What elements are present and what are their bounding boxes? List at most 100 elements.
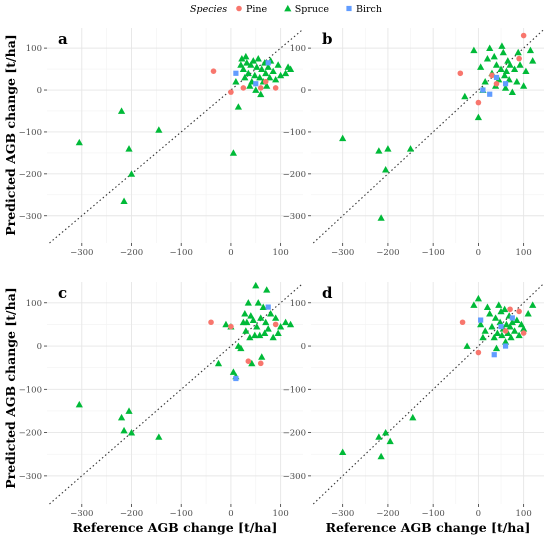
point-spruce <box>127 170 136 177</box>
x-tick-label: −200 <box>376 248 399 258</box>
point-spruce <box>491 314 500 321</box>
point-spruce <box>517 320 525 328</box>
point-birch <box>502 343 509 349</box>
point-pine <box>228 89 234 95</box>
point-spruce <box>237 61 245 68</box>
point-spruce <box>222 320 230 328</box>
x-tick-label: −300 <box>331 509 354 519</box>
x-tick-label: 0 <box>476 509 481 519</box>
point-pine <box>257 360 264 367</box>
point-birch <box>480 87 486 93</box>
point-spruce <box>237 344 245 352</box>
y-tick-label: −100 <box>283 128 306 138</box>
x-tick-label: 100 <box>273 509 289 519</box>
point-birch <box>265 304 271 310</box>
point-spruce <box>498 331 506 339</box>
point-spruce <box>120 197 128 204</box>
point-spruce <box>406 145 415 152</box>
point-spruce <box>493 329 501 336</box>
point-spruce <box>474 113 482 121</box>
point-pine <box>507 306 513 313</box>
point-spruce <box>242 52 250 60</box>
point-spruce <box>377 214 385 221</box>
x-tick-label: −100 <box>170 509 193 519</box>
point-spruce <box>461 92 469 100</box>
panel-c: −300 −200 −100 0 100 −300 −200 −100 0 100 c <box>19 281 304 519</box>
point-spruce <box>501 338 510 345</box>
point-spruce <box>375 147 383 154</box>
point-birch <box>265 60 271 66</box>
point-spruce <box>252 281 260 289</box>
point-spruce <box>470 301 478 308</box>
point-spruce <box>229 368 238 375</box>
point-spruce <box>262 69 270 77</box>
y-tick-label: 0 <box>301 86 306 96</box>
point-spruce <box>256 73 264 81</box>
point-spruce <box>384 145 392 152</box>
point-spruce <box>248 359 256 367</box>
x-tick-label: 100 <box>516 248 532 258</box>
point-spruce <box>477 63 485 70</box>
legend-label-pine: Pine <box>246 4 268 15</box>
panel-letter-c: c <box>58 284 67 302</box>
point-spruce <box>506 322 514 330</box>
point-birch <box>487 91 493 97</box>
legend-key-pine <box>236 5 242 12</box>
point-spruce <box>241 73 249 81</box>
panel-letter-d: d <box>322 284 333 302</box>
point-spruce <box>125 407 133 414</box>
point-spruce <box>246 82 254 89</box>
point-pine <box>210 68 217 74</box>
point-pine <box>459 319 466 326</box>
point-spruce <box>386 437 394 445</box>
point-spruce <box>244 69 252 77</box>
x-tick-label: −300 <box>70 248 93 258</box>
point-pine <box>516 55 522 62</box>
point-spruce <box>277 71 285 79</box>
x-tick-label: −100 <box>421 248 444 258</box>
point-spruce <box>269 67 277 75</box>
point-pine <box>489 72 495 79</box>
point-spruce <box>492 344 501 352</box>
point-spruce <box>253 322 261 330</box>
point-spruce <box>242 327 250 334</box>
legend-key-spruce <box>284 4 292 12</box>
point-spruce <box>499 48 507 56</box>
point-spruce <box>513 78 521 85</box>
point-spruce <box>481 78 489 85</box>
y-tick-label: 100 <box>290 44 306 54</box>
point-spruce <box>243 59 251 66</box>
point-spruce <box>254 54 262 62</box>
point-spruce <box>263 286 271 293</box>
point-spruce <box>238 54 246 62</box>
point-birch <box>502 81 509 87</box>
point-spruce <box>257 90 265 98</box>
point-spruce <box>498 42 506 49</box>
point-spruce <box>506 61 514 68</box>
point-spruce <box>488 322 496 330</box>
point-spruce <box>155 433 163 440</box>
point-spruce <box>375 433 383 440</box>
point-spruce <box>339 448 347 455</box>
point-spruce <box>75 400 83 408</box>
x-tick-label: −200 <box>120 248 143 258</box>
x-tick-label: −100 <box>421 509 444 519</box>
y-tick-label: 100 <box>290 299 306 309</box>
point-spruce <box>477 320 485 328</box>
point-spruce <box>239 65 247 72</box>
x-tick-label: 0 <box>228 509 233 519</box>
legend-label-birch: Birch <box>356 4 382 15</box>
point-spruce <box>513 316 521 323</box>
point-spruce <box>254 299 262 306</box>
point-spruce <box>495 301 503 308</box>
point-pine <box>257 85 264 91</box>
point-spruce <box>261 329 269 336</box>
point-pine <box>245 358 252 364</box>
point-spruce <box>234 103 242 110</box>
x-tick-label: −100 <box>170 248 193 258</box>
point-birch <box>509 315 515 321</box>
point-spruce <box>274 329 282 336</box>
point-spruce <box>282 69 290 77</box>
y-tick-label: −200 <box>283 429 306 439</box>
